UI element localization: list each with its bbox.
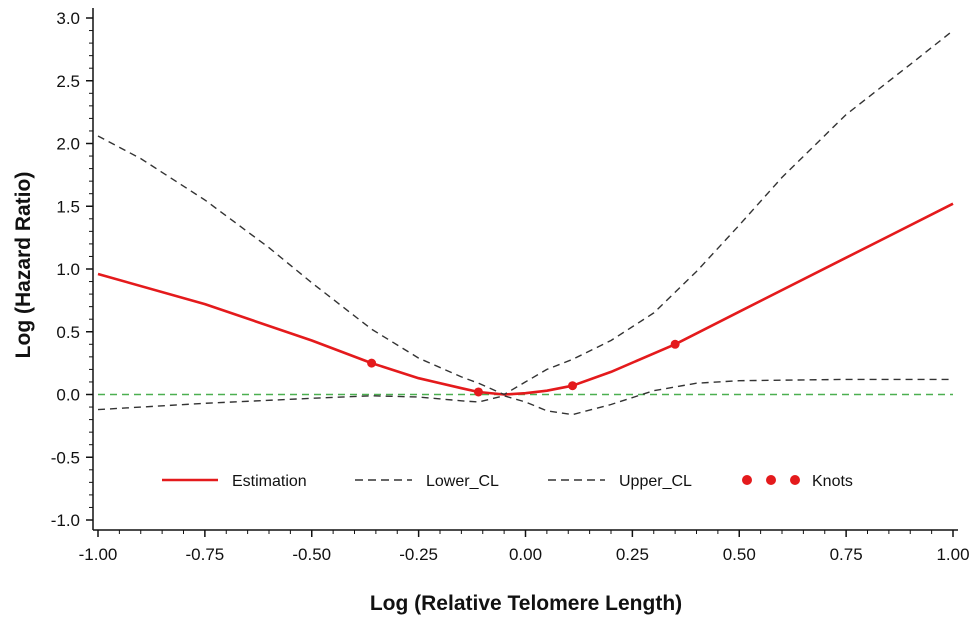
legend-label-knots: Knots xyxy=(812,473,853,490)
series-lines xyxy=(97,30,954,416)
x-tick-label: -0.25 xyxy=(399,545,438,564)
x-tick-label: 0.00 xyxy=(509,545,542,564)
plot-area: -1.0 -0.5 0.0 0.5 1.0 1.5 2.0 2.5 3.0 -1.00 -0.75… xyxy=(51,8,970,564)
x-tick-label: -0.50 xyxy=(292,545,331,564)
y-tick-label: 2.5 xyxy=(56,72,80,91)
legend-swatch-knots-dot-2 xyxy=(766,475,776,485)
knot-point xyxy=(568,381,578,391)
y-axis-ticks: -1.0 -0.5 0.0 0.5 1.0 1.5 2.0 2.5 3.0 xyxy=(51,9,93,530)
y-tick-label: -0.5 xyxy=(51,448,80,467)
knot-point xyxy=(367,358,377,368)
x-axis-title: Log (Relative Telomere Length) xyxy=(370,592,682,615)
series-line-lower-cl xyxy=(97,378,953,416)
legend-label-estimation: Estimation xyxy=(232,473,307,490)
legend-label-upper-cl: Upper_CL xyxy=(619,473,692,490)
legend-swatch-knots-dot-1 xyxy=(742,475,752,485)
legend-label-lower-cl: Lower_CL xyxy=(426,473,499,490)
y-tick-label: 1.5 xyxy=(56,197,80,216)
knot-points xyxy=(367,339,680,397)
y-tick-label: 0.0 xyxy=(56,386,80,405)
x-tick-label: -1.00 xyxy=(79,545,118,564)
x-tick-label: 0.75 xyxy=(830,545,863,564)
x-axis-ticks: -1.00 -0.75 -0.50 -0.25 0.00 0.25 0.50 0.75 1.00 xyxy=(79,530,970,564)
y-tick-label: 2.0 xyxy=(56,135,80,154)
y-tick-label: -1.0 xyxy=(51,511,80,530)
x-tick-label: 1.00 xyxy=(936,545,969,564)
knot-point xyxy=(473,387,483,397)
series-line-estimation xyxy=(97,202,954,396)
y-tick-label: 0.5 xyxy=(56,323,80,342)
knot-point xyxy=(670,339,680,349)
x-tick-label: 0.25 xyxy=(616,545,649,564)
x-tick-label: -0.75 xyxy=(186,545,225,564)
x-tick-label: 0.50 xyxy=(723,545,756,564)
legend: Estimation Lower_CL Upper_CL Knots xyxy=(162,473,853,490)
y-tick-label: 3.0 xyxy=(56,9,80,28)
y-axis-title: Log (Hazard Ratio) xyxy=(12,172,35,359)
legend-swatch-knots-dot-3 xyxy=(790,475,800,485)
series-line-upper-cl xyxy=(97,30,954,396)
y-tick-label: 1.0 xyxy=(56,260,80,279)
